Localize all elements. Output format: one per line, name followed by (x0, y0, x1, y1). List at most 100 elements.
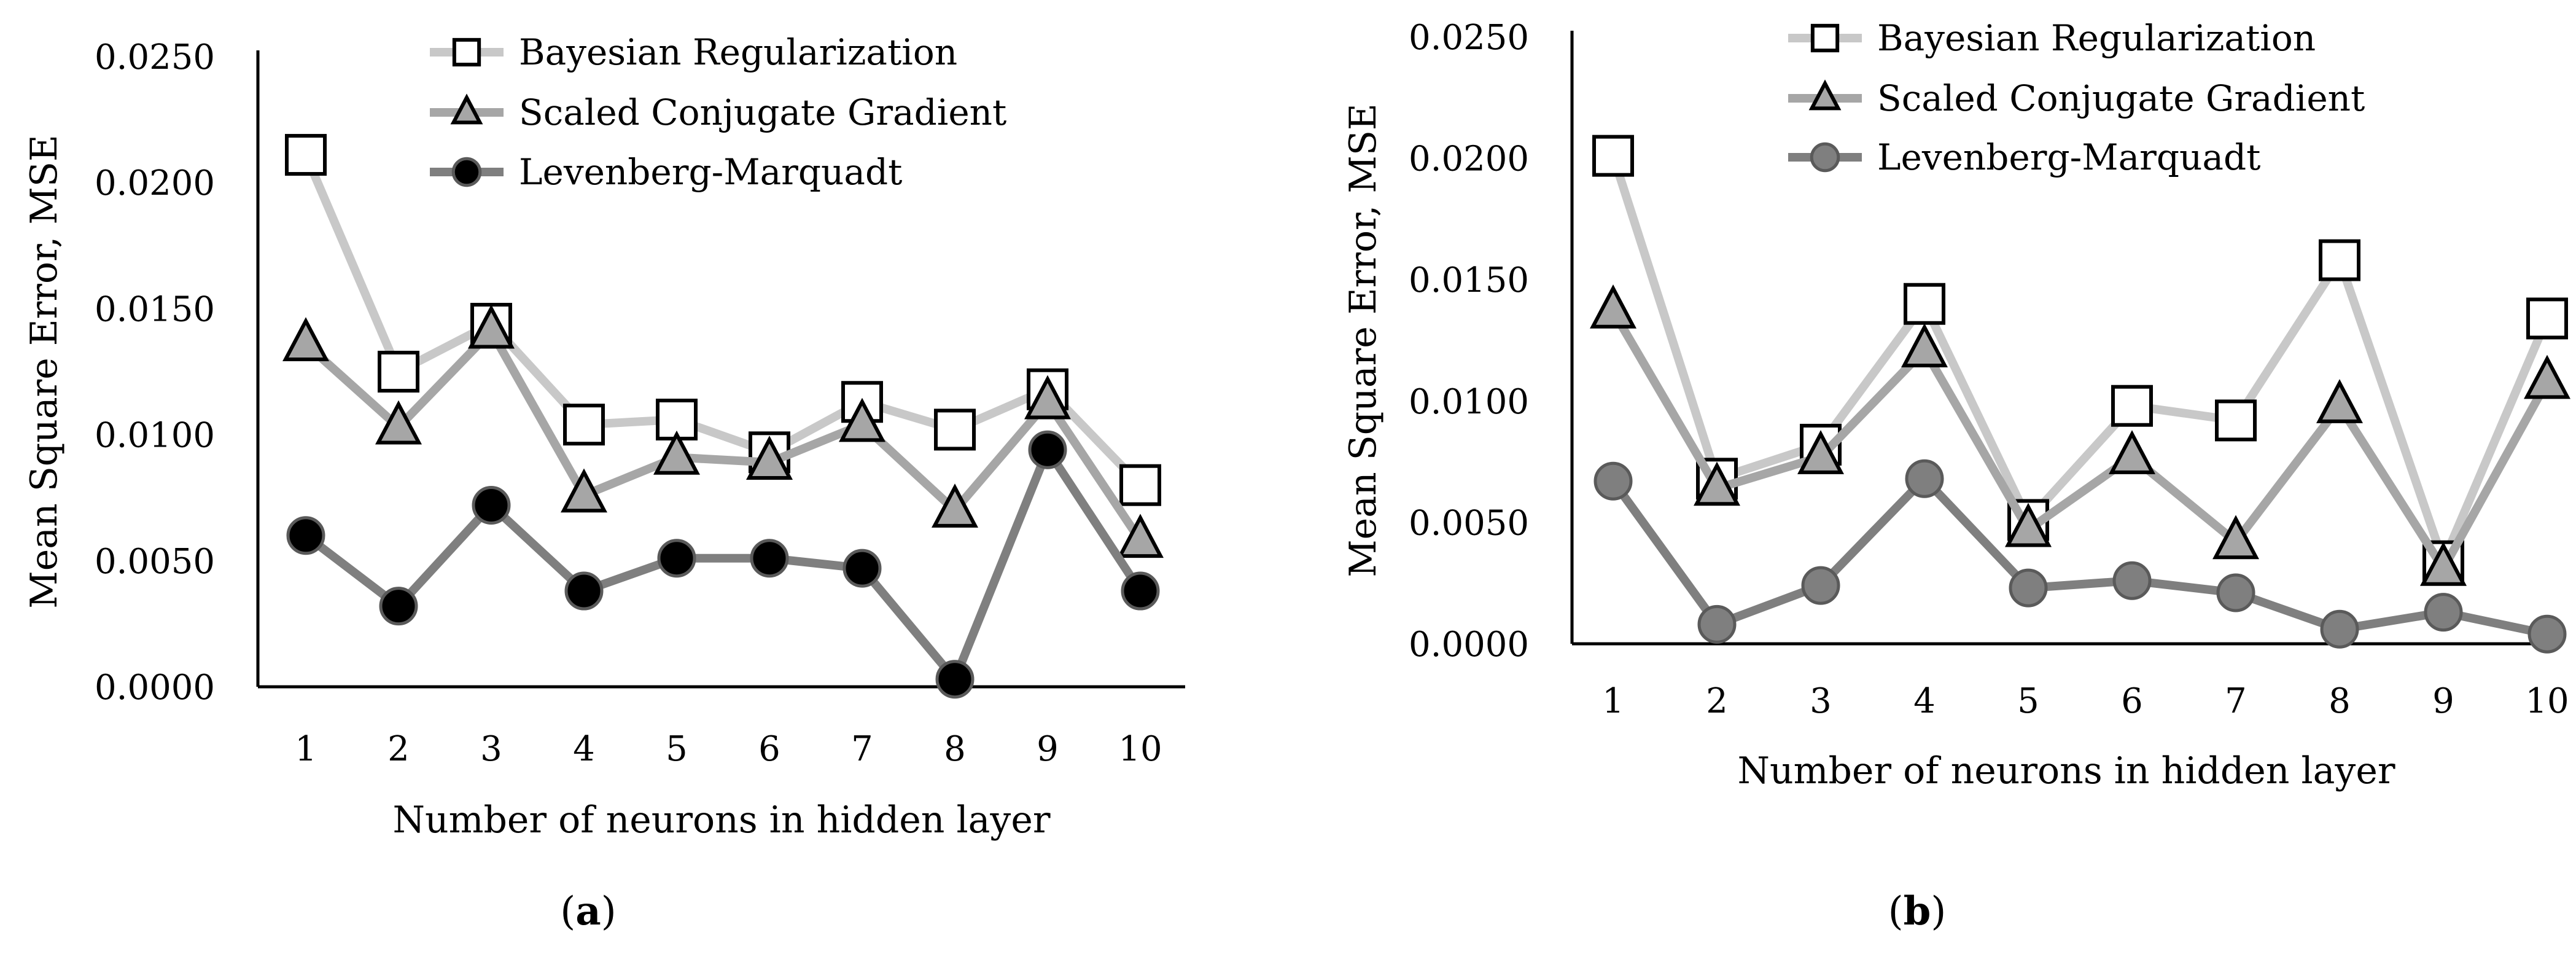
legend-marker (1808, 79, 1842, 111)
data-point (2212, 515, 2259, 560)
data-point (379, 587, 418, 626)
data-point (2216, 573, 2255, 612)
x-tick-label: 1 (1602, 681, 1624, 721)
legend-label: Levenberg-Marquadt (519, 151, 902, 193)
y-tick-label: 0.0250 (1409, 18, 1529, 58)
legend-label: Scaled Conjugate Gradient (1877, 77, 2365, 119)
x-axis-title: Number of neurons in hidden layer (1737, 749, 2395, 792)
x-tick-label: 7 (2225, 681, 2247, 721)
y-axis-title: Mean Square Error, MSE (23, 135, 66, 608)
series-line (302, 153, 1144, 488)
legend-label: Levenberg-Marquadt (1877, 136, 2260, 178)
panel-label: (b) (1888, 888, 1947, 934)
x-tick-label: 3 (1810, 681, 1832, 721)
data-point (1121, 571, 1160, 611)
data-point (1905, 459, 1944, 498)
series-square (1592, 135, 2568, 582)
data-point (1904, 283, 1945, 325)
data-point (1117, 514, 1164, 558)
legend-entry: Levenberg-Marquadt (1788, 136, 2260, 178)
y-tick-label: 0.0150 (95, 289, 215, 329)
data-point (1694, 461, 1740, 506)
legend-label: Bayesian Regularization (1877, 17, 2316, 59)
data-point (750, 539, 789, 578)
y-tick-label: 0.0200 (1409, 139, 1529, 179)
x-axis-title: Number of neurons in hidden layer (392, 799, 1050, 842)
y-tick-label: 0.0250 (95, 37, 215, 77)
y-tick-label: 0.0050 (1409, 503, 1529, 543)
data-point (1024, 375, 1071, 420)
x-tick-label: 9 (1037, 729, 1059, 769)
x-tick-label: 2 (1706, 681, 1728, 721)
x-tick-label: 9 (2432, 681, 2454, 721)
x-tick-label: 6 (2121, 681, 2143, 721)
data-point (2320, 609, 2359, 649)
data-point (2005, 502, 2052, 547)
data-point (839, 397, 885, 442)
y-tick-label: 0.0100 (1409, 382, 1529, 422)
legend-label: Bayesian Regularization (519, 31, 957, 73)
data-point (2526, 297, 2568, 340)
legend-marker (450, 93, 483, 125)
y-tick-label: 0.0000 (1409, 625, 1529, 665)
x-tick-label: 10 (1118, 729, 1162, 769)
data-point (1592, 135, 1634, 177)
y-tick-label: 0.0050 (95, 542, 215, 582)
y-tick-label: 0.0150 (1409, 260, 1529, 300)
data-point (842, 549, 882, 588)
legend-marker (451, 157, 482, 187)
data-point (286, 516, 325, 555)
series-triangle (1590, 284, 2570, 586)
x-tick-label: 8 (2329, 681, 2351, 721)
legend-entry: Bayesian Regularization (1788, 17, 2316, 59)
series-line (303, 327, 1144, 543)
data-point (746, 436, 793, 480)
data-point (563, 404, 605, 446)
legend-entry: Levenberg-Marquadt (430, 151, 902, 193)
legend-label: Scaled Conjugate Gradient (519, 92, 1006, 133)
data-point (2316, 379, 2363, 423)
data-point (2215, 399, 2257, 442)
data-point (1119, 464, 1161, 506)
data-point (657, 539, 696, 578)
data-point (378, 351, 419, 393)
data-point (564, 571, 604, 611)
data-point (1590, 284, 1636, 329)
data-point (2112, 561, 2152, 600)
data-point (653, 430, 700, 475)
y-tick-label: 0.0100 (95, 416, 215, 456)
panel-label: (a) (560, 888, 616, 934)
legend-entry: Scaled Conjugate Gradient (430, 92, 1006, 133)
x-tick-label: 6 (758, 729, 780, 769)
series-circle (1593, 459, 2567, 654)
x-tick-label: 5 (666, 729, 688, 769)
y-axis-title: Mean Square Error, MSE (1342, 103, 1385, 577)
data-point (934, 409, 976, 451)
data-point (472, 486, 511, 525)
data-point (2319, 239, 2360, 281)
data-point (468, 304, 515, 349)
series-line (1609, 309, 2551, 573)
data-point (2420, 541, 2467, 586)
chart-panel-b: 0.0000 0.0050 0.0100 0.0150 0.0200 0.0250 1 2 3 4… (1342, 17, 2570, 934)
x-tick-label: 8 (944, 729, 966, 769)
x-tick-label: 4 (1913, 681, 1936, 721)
data-point (2424, 593, 2463, 632)
series-triangle (282, 304, 1164, 558)
x-tick-label: 7 (851, 729, 873, 769)
legend-entry: Bayesian Regularization (430, 31, 957, 73)
data-point (282, 317, 329, 362)
x-tick-label: 10 (2525, 681, 2569, 721)
x-tick-label: 4 (573, 729, 595, 769)
data-point (1797, 430, 1844, 474)
data-point (1028, 430, 1067, 469)
data-point (2009, 568, 2048, 608)
data-point (2524, 354, 2570, 399)
series-line (1609, 474, 2548, 639)
data-point (932, 483, 978, 528)
legend-marker (1810, 23, 1840, 53)
x-tick-label: 2 (387, 729, 410, 769)
data-point (1593, 461, 1633, 501)
y-tick-label: 0.0000 (95, 668, 215, 708)
